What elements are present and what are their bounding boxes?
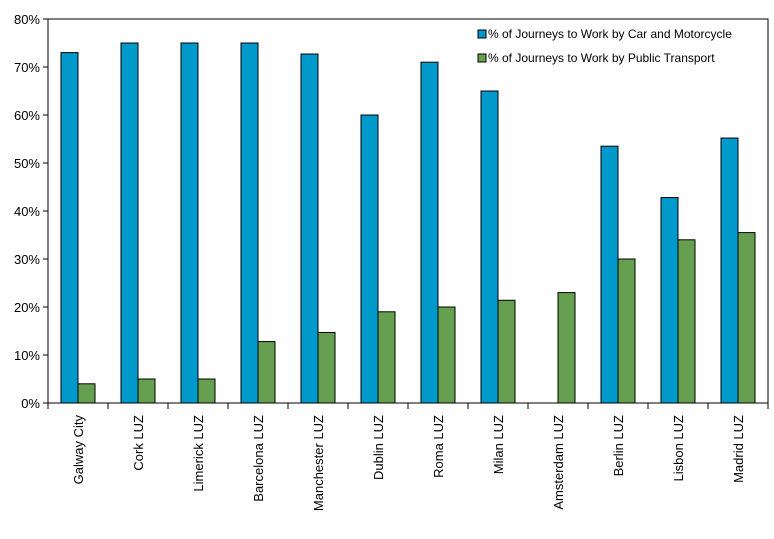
bar-public-transport — [437, 306, 456, 404]
y-tick-label: 20% — [14, 300, 40, 315]
category-label: Cork LUZ — [131, 415, 146, 471]
y-tick-label: 80% — [14, 12, 40, 27]
bar-public-transport — [497, 299, 516, 404]
bar-car-motorcycle — [360, 114, 379, 404]
legend: % of Journeys to Work by Car and Motorcy… — [477, 27, 732, 65]
category-label: Galway City — [71, 415, 86, 485]
bar-car-motorcycle — [720, 137, 739, 404]
category-label: Berlin LUZ — [611, 415, 626, 476]
plot-area — [47, 18, 769, 404]
category-label: Milan LUZ — [491, 415, 506, 474]
category-label: Madrid LUZ — [731, 415, 746, 483]
bar-public-transport — [737, 232, 756, 404]
bar-public-transport — [137, 378, 156, 404]
category-label: Lisbon LUZ — [671, 415, 686, 482]
y-axis: 0% 10% 20% 30% 40% 50% 60% 70% 80% — [14, 12, 48, 411]
category-label: Amsterdam LUZ — [551, 415, 566, 510]
legend-swatch — [477, 29, 487, 39]
bar-car-motorcycle — [480, 90, 499, 404]
bar-car-motorcycle — [300, 53, 319, 404]
y-tick-label: 0% — [21, 396, 40, 411]
x-axis — [47, 403, 769, 409]
bars — [60, 42, 756, 404]
y-tick-label: 70% — [14, 60, 40, 75]
category-label: Dublin LUZ — [371, 415, 386, 480]
bar-public-transport — [197, 378, 216, 404]
category-label: Barcelona LUZ — [251, 415, 266, 502]
bar-car-motorcycle — [120, 42, 139, 404]
bar-public-transport — [617, 258, 636, 404]
bar-car-motorcycle — [420, 61, 439, 404]
bar-car-motorcycle — [660, 197, 679, 404]
bar-public-transport — [257, 341, 276, 404]
bar-car-motorcycle — [180, 42, 199, 404]
y-tick-label: 50% — [14, 156, 40, 171]
y-tick-label: 40% — [14, 204, 40, 219]
bar-public-transport — [77, 383, 96, 404]
legend-label: % of Journeys to Work by Car and Motorcy… — [488, 27, 732, 41]
y-tick-label: 30% — [14, 252, 40, 267]
legend-swatch — [477, 53, 487, 63]
category-label: Roma LUZ — [431, 415, 446, 478]
bar-public-transport — [377, 311, 396, 404]
legend-label: % of Journeys to Work by Public Transpor… — [488, 51, 715, 65]
y-tick-label: 60% — [14, 108, 40, 123]
category-label: Manchester LUZ — [311, 415, 326, 511]
category-labels: Galway City Cork LUZ Limerick LUZ Barcelona… — [71, 415, 746, 512]
y-tick-label: 10% — [14, 348, 40, 363]
bar-public-transport — [677, 239, 696, 404]
bar-car-motorcycle — [600, 145, 619, 404]
bar-public-transport — [557, 292, 576, 404]
bar-public-transport — [317, 331, 336, 404]
bar-car-motorcycle — [240, 42, 259, 404]
bar-car-motorcycle — [60, 52, 79, 404]
category-label: Limerick LUZ — [191, 415, 206, 492]
